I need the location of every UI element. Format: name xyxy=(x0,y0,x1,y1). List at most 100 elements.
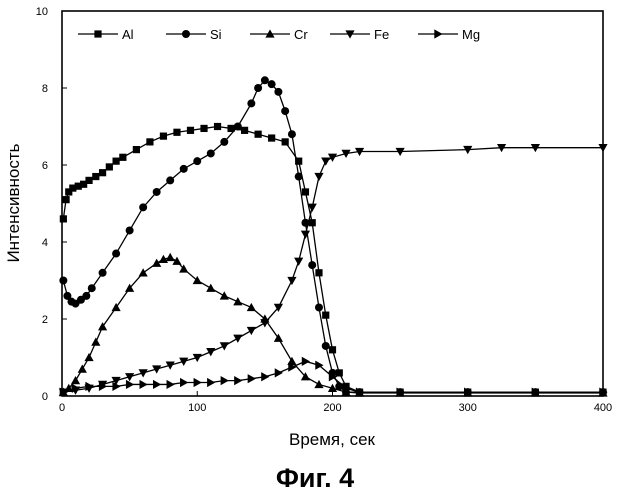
data-point-si xyxy=(220,138,228,146)
data-point-fe xyxy=(287,277,296,285)
data-point-mg xyxy=(248,374,256,383)
data-point-al xyxy=(336,369,343,376)
data-point-fe xyxy=(220,342,229,350)
data-point-mg xyxy=(275,368,283,377)
data-point-mg xyxy=(207,378,215,387)
data-point-si xyxy=(254,84,262,92)
data-point-si xyxy=(139,203,147,211)
data-point-cr xyxy=(166,253,175,261)
legend-item-fe: Fe xyxy=(330,27,389,42)
data-point-al xyxy=(241,127,248,134)
x-axis-label: Время, сек xyxy=(289,430,376,449)
data-point-al xyxy=(173,129,180,136)
data-point-cr xyxy=(91,338,100,346)
data-point-al xyxy=(146,138,153,145)
data-point-mg xyxy=(194,378,202,387)
data-point-si xyxy=(274,88,282,96)
y-tick-label: 10 xyxy=(36,6,48,18)
data-point-fe xyxy=(247,327,256,335)
data-point-al xyxy=(329,346,336,353)
data-point-cr xyxy=(274,334,283,342)
data-point-si xyxy=(308,261,316,269)
data-point-fe xyxy=(206,348,215,356)
legend-label: Si xyxy=(210,27,222,42)
data-point-fe xyxy=(301,231,310,239)
data-point-si xyxy=(268,80,276,88)
x-tick-label: 400 xyxy=(594,402,612,414)
data-point-si xyxy=(261,76,269,84)
legend: AlSiCrFeMg xyxy=(78,27,480,42)
series-line-si xyxy=(63,80,603,392)
series-line-fe xyxy=(63,148,603,392)
data-point-al xyxy=(106,163,113,170)
data-point-fe xyxy=(233,335,242,343)
data-point-si xyxy=(166,176,174,184)
data-point-si xyxy=(59,277,67,285)
data-point-al xyxy=(133,146,140,153)
data-point-cr xyxy=(78,364,87,372)
data-point-al xyxy=(255,131,262,138)
data-point-cr xyxy=(112,303,121,311)
data-point-cr xyxy=(314,380,323,388)
data-point-al xyxy=(309,219,316,226)
data-point-cr xyxy=(98,322,107,330)
data-point-al xyxy=(62,196,69,203)
y-tick-label: 2 xyxy=(42,314,48,326)
y-tick-label: 8 xyxy=(42,83,48,95)
data-point-mg xyxy=(153,380,161,389)
data-point-si xyxy=(193,157,201,165)
data-point-mg xyxy=(234,376,242,385)
data-point-cr xyxy=(233,297,242,305)
legend-item-si: Si xyxy=(166,27,222,42)
data-point-al xyxy=(268,134,275,141)
data-point-si xyxy=(281,107,289,115)
data-point-al xyxy=(200,125,207,132)
data-point-mg xyxy=(139,380,147,389)
data-point-si xyxy=(315,303,323,311)
data-point-mg xyxy=(167,380,175,389)
legend-label: Fe xyxy=(374,27,389,42)
data-point-al xyxy=(60,215,67,222)
data-point-si xyxy=(295,173,303,181)
x-tick-label: 100 xyxy=(188,402,206,414)
x-tick-label: 0 xyxy=(59,402,65,414)
series-al xyxy=(60,123,607,396)
y-tick-label: 0 xyxy=(42,391,48,403)
data-point-mg xyxy=(261,372,269,381)
data-point-si xyxy=(82,292,90,300)
y-tick-label: 6 xyxy=(42,160,48,172)
data-point-si xyxy=(288,130,296,138)
data-point-fe xyxy=(321,157,330,165)
data-point-mg xyxy=(302,357,310,366)
data-point-al xyxy=(85,177,92,184)
data-point-al xyxy=(99,169,106,176)
figure-caption: Фиг. 4 xyxy=(276,463,354,493)
axis-ticks: 01002003004000246810 xyxy=(36,6,612,414)
data-point-mg xyxy=(180,378,188,387)
data-point-al xyxy=(315,269,322,276)
data-point-mg xyxy=(126,380,134,389)
data-point-fe xyxy=(294,258,303,266)
data-point-al xyxy=(92,173,99,180)
data-point-mg xyxy=(221,376,229,385)
data-point-al xyxy=(214,123,221,130)
data-point-cr xyxy=(139,268,148,276)
data-point-si xyxy=(126,226,134,234)
data-point-cr xyxy=(71,376,80,384)
legend-marker xyxy=(94,30,101,37)
series-fe xyxy=(59,144,608,397)
data-point-si xyxy=(180,165,188,173)
data-point-si xyxy=(153,188,161,196)
data-point-si xyxy=(322,342,330,350)
data-point-si xyxy=(99,269,107,277)
data-point-si xyxy=(112,250,120,258)
y-tick-label: 4 xyxy=(42,237,48,249)
data-point-cr xyxy=(84,353,93,361)
data-point-si xyxy=(234,123,242,131)
data-point-cr xyxy=(220,291,229,299)
data-point-al xyxy=(160,133,167,140)
data-point-al xyxy=(119,154,126,161)
legend-item-cr: Cr xyxy=(250,27,308,42)
legend-marker xyxy=(182,30,190,38)
